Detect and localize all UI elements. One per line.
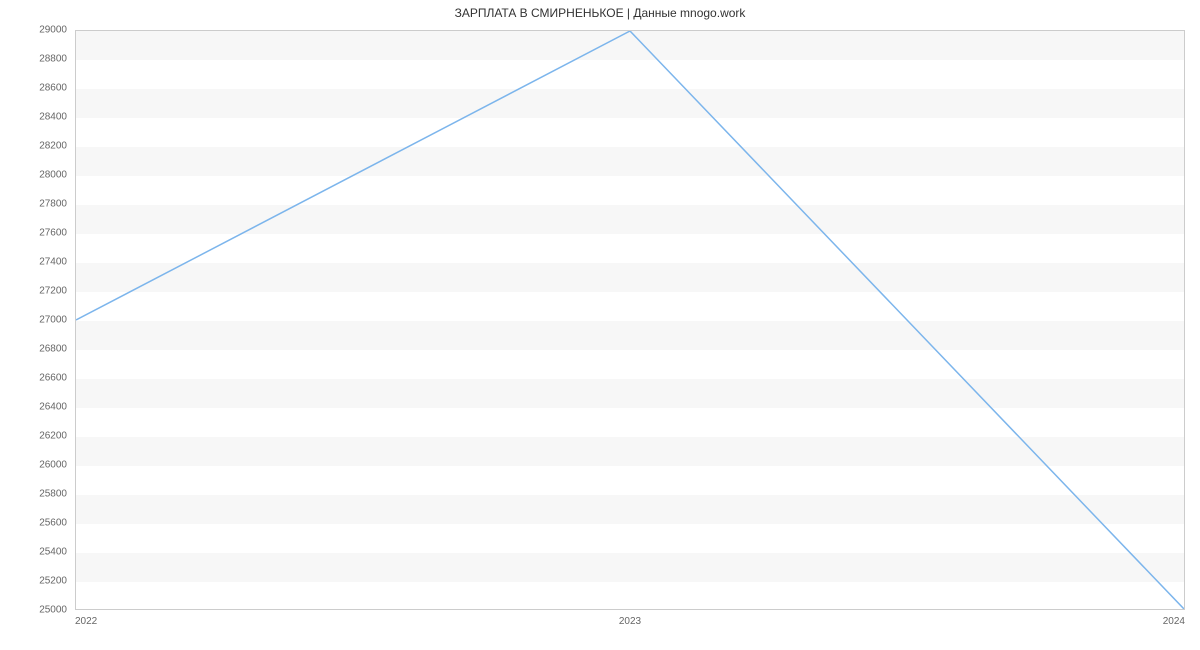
y-tick-label: 26200 xyxy=(7,431,67,442)
y-tick-label: 25000 xyxy=(7,605,67,616)
y-tick-label: 28400 xyxy=(7,112,67,123)
y-tick-label: 25200 xyxy=(7,576,67,587)
plot-area xyxy=(75,30,1185,610)
y-tick-label: 25600 xyxy=(7,518,67,529)
y-tick-label: 26800 xyxy=(7,344,67,355)
x-tick-label: 2023 xyxy=(619,616,641,627)
y-tick-label: 27600 xyxy=(7,228,67,239)
salary-line-chart: ЗАРПЛАТА В СМИРНЕНЬКОЕ | Данные mnogo.wo… xyxy=(0,0,1200,650)
y-tick-label: 26400 xyxy=(7,402,67,413)
y-tick-label: 28600 xyxy=(7,83,67,94)
y-tick-label: 27000 xyxy=(7,315,67,326)
y-tick-label: 27800 xyxy=(7,199,67,210)
y-tick-label: 28800 xyxy=(7,54,67,65)
y-tick-label: 27200 xyxy=(7,286,67,297)
y-tick-label: 27400 xyxy=(7,257,67,268)
y-tick-label: 28000 xyxy=(7,170,67,181)
x-tick-label: 2024 xyxy=(1163,616,1185,627)
y-tick-label: 25400 xyxy=(7,547,67,558)
y-tick-label: 29000 xyxy=(7,25,67,36)
y-tick-label: 26000 xyxy=(7,460,67,471)
line-layer xyxy=(76,31,1184,609)
y-tick-label: 26600 xyxy=(7,373,67,384)
x-axis-ticks: 2022 2023 2024 xyxy=(75,616,1185,636)
y-tick-label: 28200 xyxy=(7,141,67,152)
series-salary xyxy=(76,31,1184,609)
x-tick-label: 2022 xyxy=(75,616,97,627)
y-axis-ticks: 2500025200254002560025800260002620026400… xyxy=(0,30,67,610)
chart-title: ЗАРПЛАТА В СМИРНЕНЬКОЕ | Данные mnogo.wo… xyxy=(0,6,1200,20)
y-tick-label: 25800 xyxy=(7,489,67,500)
